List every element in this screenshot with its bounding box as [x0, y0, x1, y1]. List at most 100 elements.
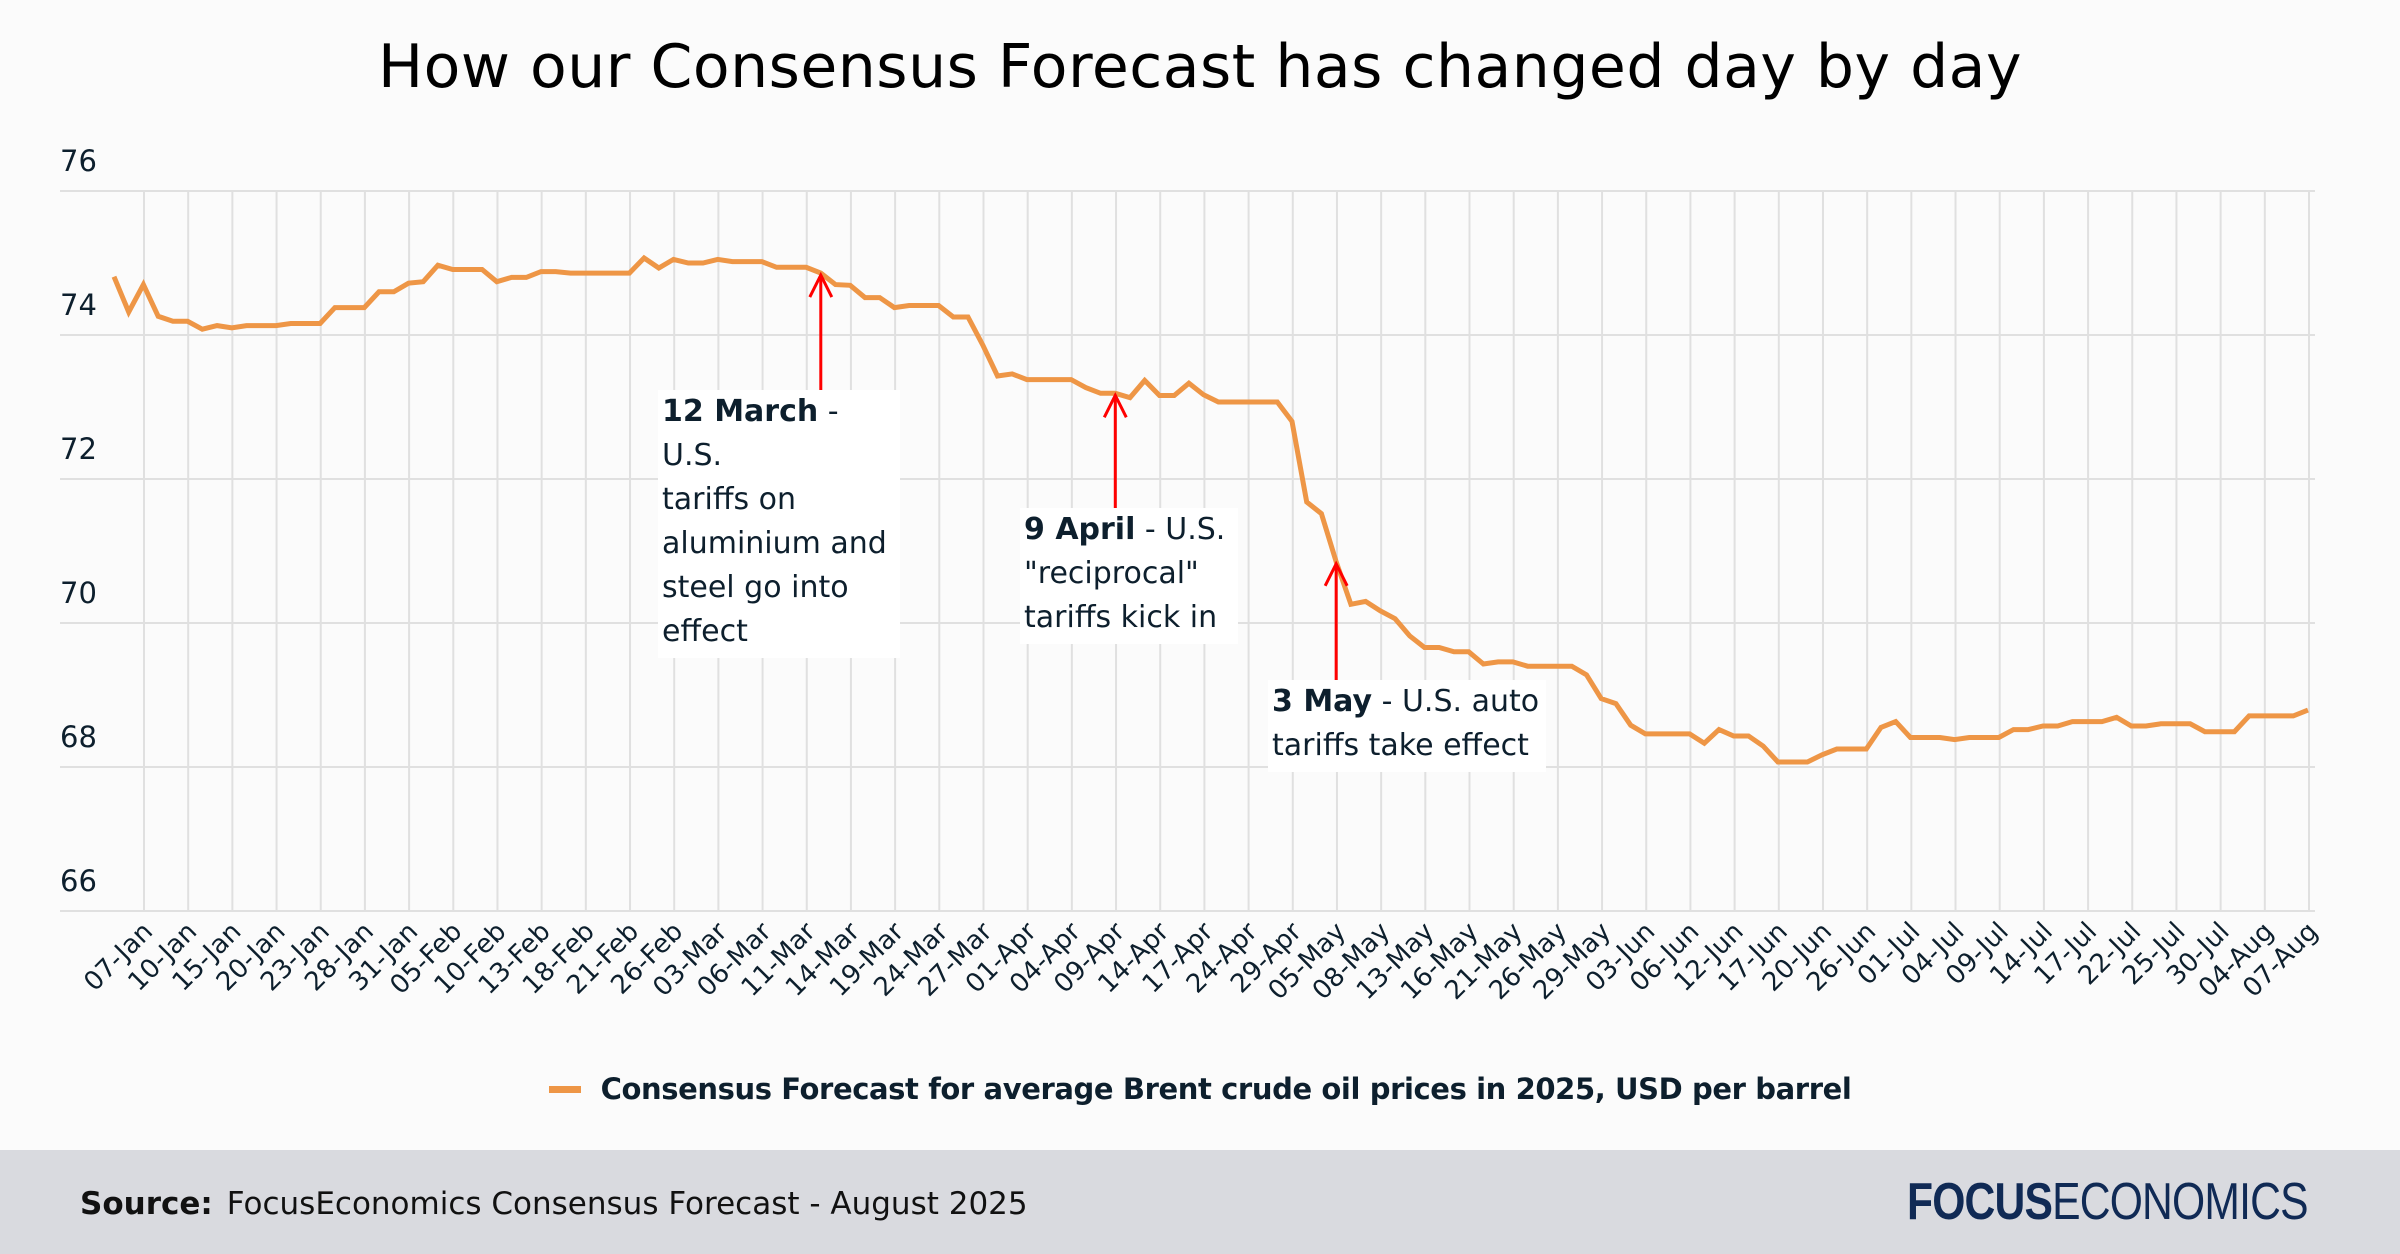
data-point — [2173, 721, 2178, 726]
data-point — [391, 289, 396, 294]
data-point — [259, 323, 264, 328]
data-point — [1319, 511, 1324, 516]
data-point — [1702, 741, 1707, 746]
data-point — [2144, 724, 2149, 729]
data-point — [642, 256, 647, 261]
annotation-12-march: 12 March - U.S. tariffs on aluminium and… — [658, 390, 900, 658]
data-point — [1923, 735, 1928, 740]
data-point — [1393, 616, 1398, 621]
data-point — [1717, 727, 1722, 732]
data-point — [553, 269, 558, 274]
data-point — [715, 257, 720, 262]
data-point — [1452, 649, 1457, 654]
y-tick-label: 72 — [60, 432, 97, 466]
data-point — [1348, 602, 1353, 607]
y-tick-label: 66 — [60, 864, 97, 898]
data-point — [1893, 719, 1898, 724]
data-point — [2070, 719, 2075, 724]
data-point — [951, 315, 956, 320]
data-point — [421, 279, 426, 284]
data-point — [921, 303, 926, 308]
data-point — [1908, 735, 1913, 740]
annotation-text: tariffs take effect — [1272, 728, 1529, 763]
data-point — [1437, 645, 1442, 650]
data-point — [966, 315, 971, 320]
data-point — [185, 319, 190, 324]
data-point — [450, 267, 455, 272]
annotation-arrow-head — [1323, 560, 1349, 587]
data-point — [745, 259, 750, 264]
data-point — [377, 289, 382, 294]
annotation-arrow-head — [808, 271, 834, 298]
data-point — [126, 310, 131, 315]
data-point — [288, 321, 293, 326]
data-point — [406, 281, 411, 286]
y-tick-label: 74 — [60, 288, 97, 322]
data-point — [686, 261, 691, 266]
data-point — [1024, 377, 1029, 382]
data-point — [1687, 731, 1692, 736]
data-point — [789, 265, 794, 270]
data-point — [1186, 381, 1191, 386]
data-point — [568, 271, 573, 276]
data-point — [2055, 724, 2060, 729]
data-point — [1672, 731, 1677, 736]
annotation-3-may: 3 May - U.S. auto tariffs take effect — [1268, 680, 1546, 772]
data-point — [1201, 392, 1206, 397]
annotation-text: - U.S. — [662, 394, 839, 473]
data-point — [1996, 735, 2001, 740]
data-point — [1731, 734, 1736, 739]
data-point — [2188, 721, 2193, 726]
y-tick-label: 68 — [60, 720, 97, 754]
annotation-line: 12 March - U.S. — [662, 390, 900, 478]
data-point — [656, 266, 661, 271]
data-point — [1761, 744, 1766, 749]
data-point — [2306, 708, 2311, 713]
data-point — [1128, 395, 1133, 400]
data-point — [1525, 664, 1530, 669]
data-point — [2247, 713, 2252, 718]
data-point — [244, 323, 249, 328]
y-tick-label: 70 — [60, 576, 97, 610]
data-point — [1466, 649, 1471, 654]
data-point — [863, 295, 868, 300]
line-chart: 66 68 70 72 74 76 07-Jan10-Jan15-Jan20-Jan23-… — [60, 144, 2324, 1006]
data-point — [627, 271, 632, 276]
data-point — [980, 343, 985, 348]
annotation-text: - U.S. auto — [1372, 684, 1540, 719]
data-point — [2217, 729, 2222, 734]
source-text: FocusEconomics Consensus Forecast - Augu… — [226, 1186, 1028, 1222]
data-point — [170, 319, 175, 324]
annotation-text: aluminium and — [662, 526, 887, 561]
data-point — [1069, 377, 1074, 382]
data-point — [1407, 634, 1412, 639]
chart-title: How our Consensus Forecast has changed d… — [378, 32, 2022, 102]
data-point — [332, 305, 337, 310]
legend-swatch — [548, 1085, 581, 1093]
data-point — [1172, 393, 1177, 398]
data-point — [494, 279, 499, 284]
data-point — [2158, 721, 2163, 726]
annotation-text: tariffs kick in — [1024, 600, 1218, 635]
data-point — [200, 327, 205, 332]
legend-label: Consensus Forecast for average Brent cru… — [600, 1072, 1852, 1106]
data-point — [2114, 715, 2119, 720]
data-point — [1157, 393, 1162, 398]
data-point — [141, 282, 146, 287]
data-point — [583, 271, 588, 276]
data-point — [1569, 664, 1574, 669]
data-point — [1775, 760, 1780, 765]
data-point — [1628, 723, 1633, 728]
data-point — [524, 275, 529, 280]
data-point — [2011, 727, 2016, 732]
data-point — [907, 303, 912, 308]
logo-light: ECONOMICS — [2052, 1173, 2308, 1231]
data-point — [1967, 735, 1972, 740]
data-point — [1481, 662, 1486, 667]
data-point — [1937, 735, 1942, 740]
annotation-date: 9 April — [1024, 512, 1136, 547]
data-point — [509, 275, 514, 280]
data-point — [303, 321, 308, 326]
series-line-brent-forecast — [111, 254, 2309, 765]
data-point — [1790, 760, 1795, 765]
